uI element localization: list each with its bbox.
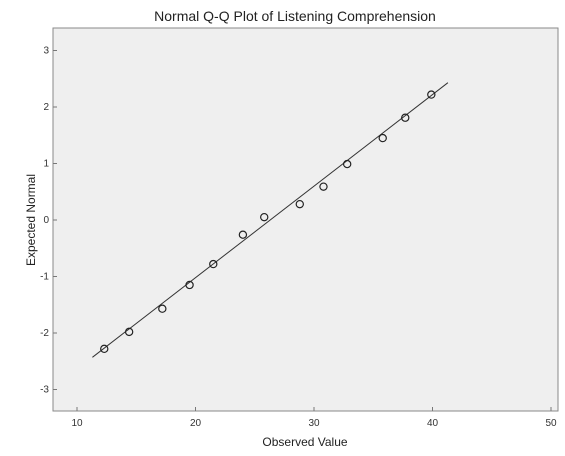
data-point bbox=[100, 344, 109, 354]
x-tick-label: 10 bbox=[71, 418, 83, 429]
reference-line bbox=[92, 82, 449, 358]
data-point bbox=[185, 280, 194, 290]
y-axis: 3 2 1 0 -1 -2 -3 bbox=[40, 46, 57, 396]
data-point bbox=[158, 304, 167, 313]
x-tick-label: 50 bbox=[545, 418, 557, 429]
data-point bbox=[209, 259, 218, 269]
y-tick-label: -3 bbox=[40, 385, 49, 396]
chart-title: Normal Q-Q Plot of Listening Comprehensi… bbox=[154, 8, 436, 24]
x-tick-label: 20 bbox=[190, 418, 202, 429]
x-tick-label: 40 bbox=[427, 418, 439, 429]
x-axis: 10 20 30 40 50 bbox=[71, 407, 557, 429]
y-tick-label: -2 bbox=[40, 328, 49, 339]
data-point bbox=[378, 133, 387, 143]
x-tick-label: 30 bbox=[308, 418, 320, 429]
y-tick-label: 2 bbox=[43, 102, 49, 113]
y-axis-title: Expected Normal bbox=[24, 174, 38, 266]
data-point bbox=[124, 327, 134, 337]
data-point bbox=[319, 182, 328, 191]
data-point bbox=[295, 199, 304, 209]
data-point bbox=[401, 113, 410, 122]
x-axis-title: Observed Value bbox=[262, 435, 347, 449]
data-point bbox=[427, 90, 436, 99]
y-tick-label: -1 bbox=[40, 272, 49, 283]
data-point bbox=[238, 230, 248, 239]
plot-area bbox=[52, 27, 559, 412]
data-point bbox=[342, 159, 352, 169]
y-tick-label: 1 bbox=[43, 159, 49, 170]
y-tick-label: 3 bbox=[43, 46, 49, 57]
data-points bbox=[100, 90, 436, 354]
data-point bbox=[260, 212, 269, 222]
y-tick-label: 0 bbox=[43, 215, 49, 226]
